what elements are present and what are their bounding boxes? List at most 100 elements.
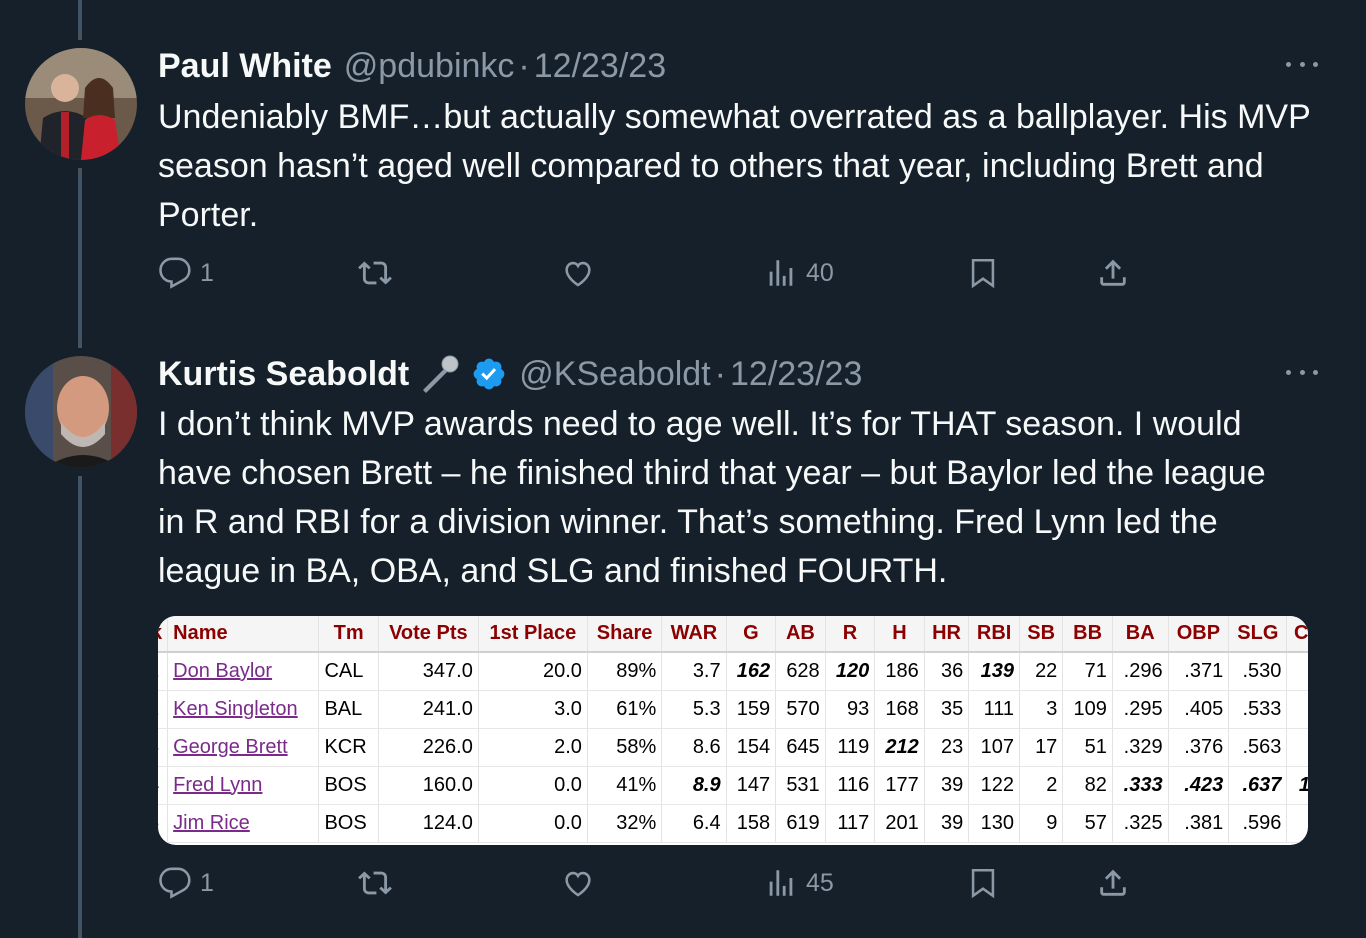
table-cell: 347.0 (378, 652, 479, 691)
display-name[interactable]: Kurtis Seaboldt (158, 354, 410, 393)
table-cell: .325 (1112, 804, 1169, 843)
retweet-icon (358, 871, 392, 895)
player-link[interactable]: Fred Lynn (167, 766, 320, 805)
table-cell: 120 (825, 652, 876, 691)
table-cell: .381 (1168, 804, 1230, 843)
like-icon (565, 261, 591, 287)
table-cell: 8.9 (661, 766, 727, 805)
table-cell: CAL (318, 652, 379, 691)
table-cell: 82 (1062, 766, 1113, 805)
table-row: 2Ken SingletonBAL241.03.061%5.3159570931… (158, 690, 1308, 729)
timestamp[interactable]: 12/23/23 (730, 354, 863, 393)
table-cell: 20.0 (478, 652, 588, 691)
column-header: C (1286, 616, 1308, 653)
table-cell: 117 (825, 804, 876, 843)
table-cell: 130 (968, 804, 1021, 843)
table-cell: 51 (1062, 728, 1113, 767)
table-cell: 177 (874, 766, 925, 805)
table-cell: .530 (1228, 652, 1288, 691)
like-button[interactable] (561, 256, 595, 290)
more-icon[interactable] (1286, 52, 1318, 76)
views-button[interactable]: 40 (764, 256, 834, 290)
table-cell: 628 (775, 652, 826, 691)
table-cell (1286, 690, 1308, 729)
share-icon (1100, 259, 1126, 286)
bookmark-icon (971, 258, 995, 289)
table-cell: 124.0 (378, 804, 479, 843)
table-cell: 57 (1062, 804, 1113, 843)
reply-icon (159, 867, 191, 899)
reply-count: 1 (200, 868, 214, 897)
table-cell: .295 (1112, 690, 1169, 729)
retweet-button[interactable] (358, 256, 392, 290)
views-count: 40 (806, 258, 834, 287)
display-name[interactable]: Paul White (158, 46, 332, 85)
table-cell: 109 (1062, 690, 1113, 729)
table-cell: .333 (1112, 766, 1169, 805)
column-header: Tm (318, 616, 379, 653)
column-header: OBP (1168, 616, 1230, 653)
table-cell (1286, 804, 1308, 843)
bookmark-button[interactable] (966, 866, 1000, 900)
table-cell: 6.4 (661, 804, 727, 843)
handle[interactable]: @KSeaboldt (519, 354, 711, 393)
table-cell: .423 (1168, 766, 1230, 805)
reply-button[interactable]: 1 (158, 866, 214, 900)
table-cell: 159 (726, 690, 777, 729)
table-cell: 3.7 (661, 652, 727, 691)
retweet-icon (358, 261, 392, 285)
column-header: WAR (661, 616, 727, 653)
table-cell: 2 (158, 690, 169, 729)
column-header: Name (167, 616, 320, 653)
column-header: BA (1112, 616, 1169, 653)
handle[interactable]: @pdubinkc (343, 46, 515, 85)
avatar[interactable] (25, 356, 137, 468)
table-cell: 1 (158, 652, 169, 691)
column-header: Share (587, 616, 663, 653)
tweet-text: Undeniably BMF…but actually somewhat ove… (158, 98, 1311, 234)
share-button[interactable] (1096, 256, 1130, 290)
timestamp[interactable]: 12/23/23 (533, 46, 667, 85)
bookmark-button[interactable] (966, 256, 1000, 290)
table-cell: 0.0 (478, 804, 588, 843)
like-button[interactable] (561, 866, 595, 900)
retweet-button[interactable] (358, 866, 392, 900)
table-cell: 241.0 (378, 690, 479, 729)
more-icon[interactable] (1286, 360, 1318, 384)
table-cell: 1 (1286, 766, 1308, 805)
player-link[interactable]: Ken Singleton (167, 690, 320, 729)
tweet-header: Paul White @pdubinkc · 12/23/23 (158, 44, 666, 88)
table-cell: 147 (726, 766, 777, 805)
share-button[interactable] (1096, 866, 1130, 900)
table-cell: .637 (1228, 766, 1288, 805)
table-cell: 154 (726, 728, 777, 767)
table-cell: 116 (825, 766, 876, 805)
separator: · (714, 354, 726, 393)
views-button[interactable]: 45 (764, 866, 834, 900)
column-header: G (726, 616, 777, 653)
table-cell: 71 (1062, 652, 1113, 691)
bookmark-icon (971, 868, 995, 899)
thread-line-top (78, 0, 82, 40)
column-header: H (874, 616, 925, 653)
player-link[interactable]: Don Baylor (167, 652, 320, 691)
column-header: Vote Pts (378, 616, 479, 653)
player-link[interactable]: George Brett (167, 728, 320, 767)
table-cell: 39 (924, 766, 970, 805)
table-cell: 22 (1019, 652, 1064, 691)
table-cell: 0.0 (478, 766, 588, 805)
player-link[interactable]: Jim Rice (167, 804, 320, 843)
table-cell: 4 (158, 766, 169, 805)
avatar[interactable] (25, 48, 137, 160)
table-cell: .376 (1168, 728, 1230, 767)
reply-button[interactable]: 1 (158, 256, 214, 290)
table-cell: 531 (775, 766, 826, 805)
column-header: SLG (1228, 616, 1288, 653)
table-cell: 8.6 (661, 728, 727, 767)
table-cell: 226.0 (378, 728, 479, 767)
separator: · (518, 46, 530, 85)
column-header: RBI (968, 616, 1021, 653)
